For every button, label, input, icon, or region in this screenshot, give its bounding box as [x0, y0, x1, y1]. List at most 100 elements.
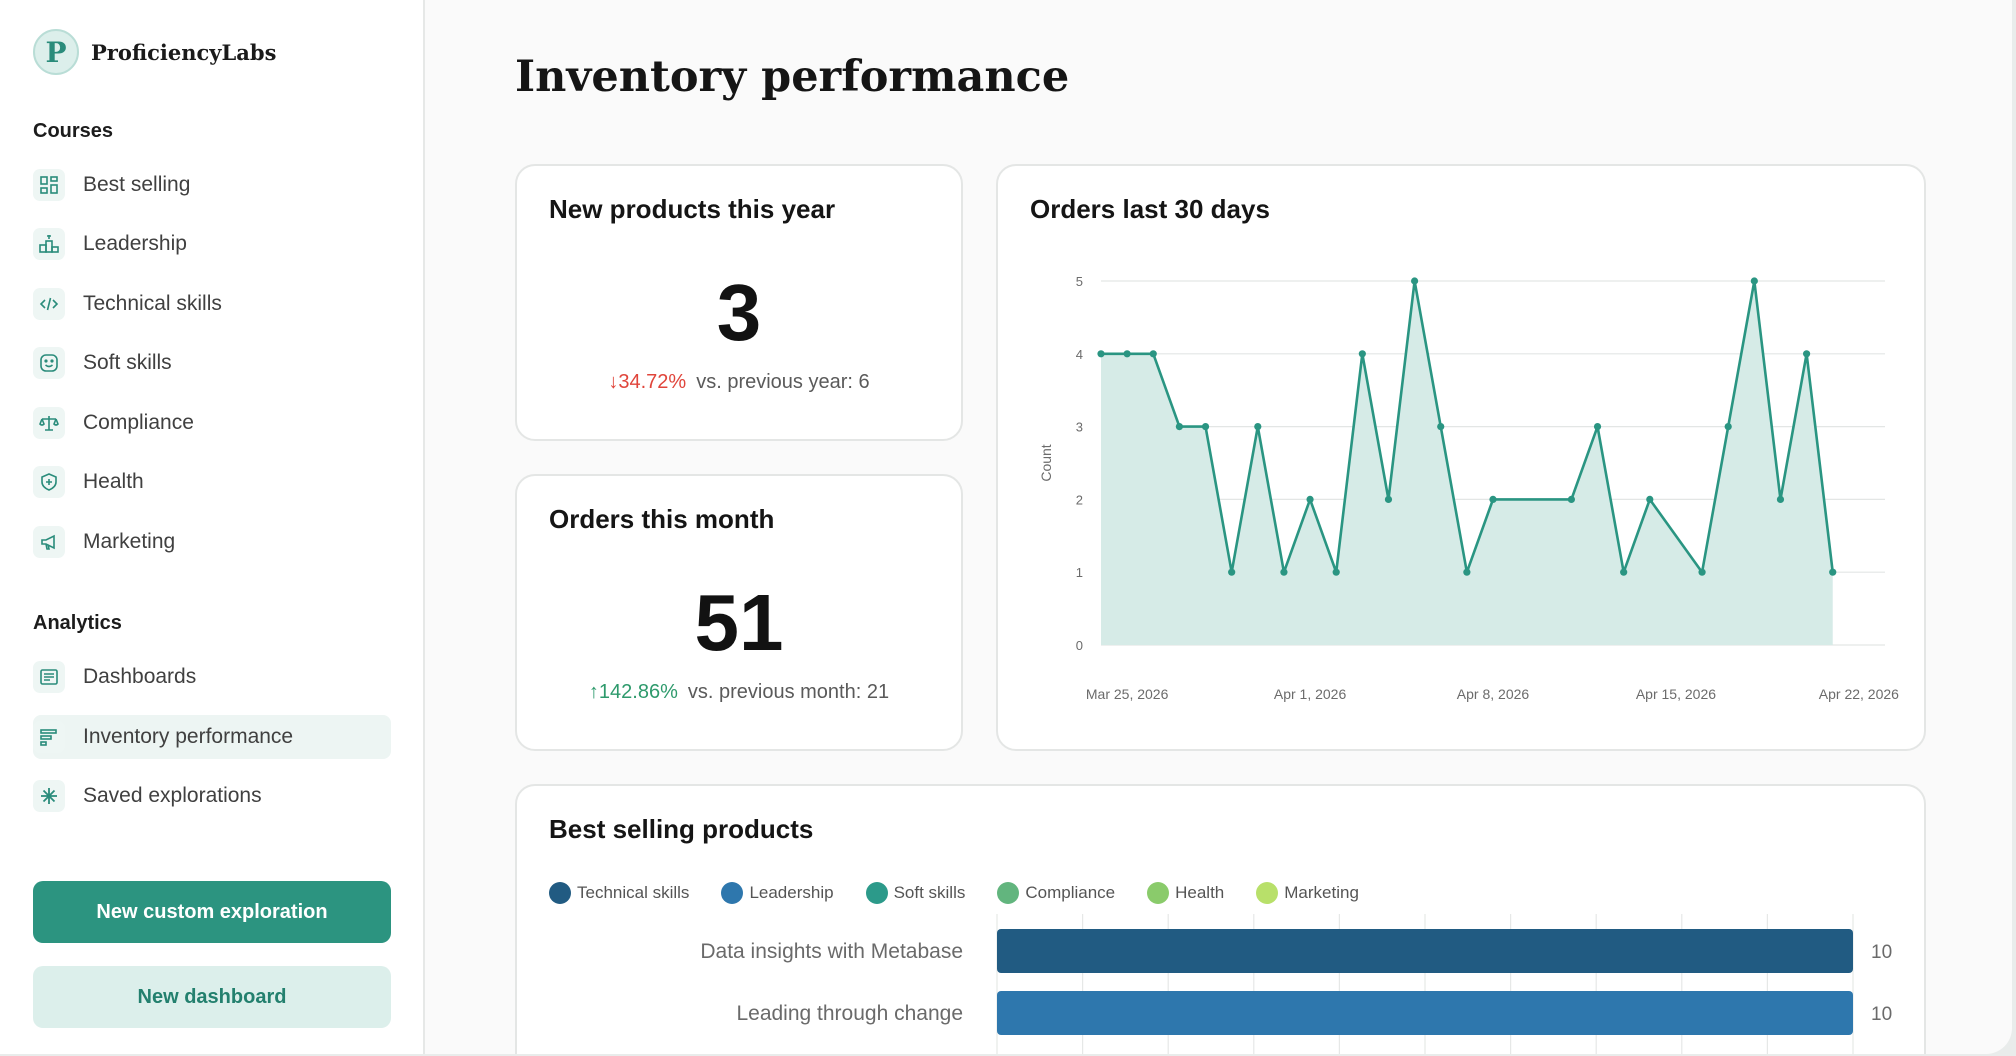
data-point[interactable]	[1776, 495, 1785, 503]
category-label: Data insights with Metabase	[700, 940, 963, 963]
sidebar-item-label: Health	[83, 470, 144, 493]
data-point[interactable]	[1750, 277, 1758, 285]
data-point[interactable]	[1620, 568, 1628, 576]
legend-swatch	[1256, 882, 1279, 904]
scales-icon	[33, 407, 65, 439]
area-fill	[1101, 281, 1833, 645]
sidebar-item-label: Saved explorations	[83, 784, 262, 807]
y-tick-label: 3	[1076, 420, 1083, 435]
kpi-value: 51	[694, 578, 784, 667]
data-point[interactable]	[1306, 495, 1314, 503]
dashboard-icon	[33, 661, 65, 693]
page-title: Inventory performance	[515, 52, 1070, 102]
data-point[interactable]	[1097, 350, 1105, 358]
data-point[interactable]	[1228, 568, 1236, 576]
series-line	[1101, 279, 1835, 574]
legend-item[interactable]: Marketing	[1256, 882, 1359, 904]
grid-icon	[33, 169, 65, 201]
data-point[interactable]	[1358, 350, 1366, 358]
megaphone-icon	[33, 526, 65, 558]
sidebar-item-inventory-performance[interactable]: Inventory performance	[33, 715, 391, 759]
data-point[interactable]	[1201, 423, 1210, 431]
data-point[interactable]	[1175, 423, 1183, 431]
legend-swatch	[997, 882, 1020, 904]
sidebar-item-saved-explorations[interactable]: Saved explorations	[33, 774, 391, 818]
card-title: New products this year	[549, 194, 836, 224]
sidebar-item-compliance[interactable]: Compliance	[33, 401, 391, 445]
y-tick-label: 5	[1076, 274, 1083, 289]
legend-label: Soft skills	[893, 883, 966, 902]
data-point[interactable]	[1463, 568, 1471, 576]
shield-icon	[33, 466, 65, 498]
data-point[interactable]	[1411, 277, 1419, 285]
kpi-comparison: ↑142.86% vs. previous month: 21	[517, 681, 961, 704]
data-point[interactable]	[1280, 568, 1288, 576]
analytics-section-title: Analytics	[33, 612, 122, 634]
sidebar-item-technical-skills[interactable]: Technical skills	[33, 282, 391, 326]
data-point[interactable]	[1384, 495, 1393, 503]
sidebar-item-dashboards[interactable]: Dashboards	[33, 655, 391, 699]
sidebar-item-marketing[interactable]: Marketing	[33, 520, 391, 564]
legend-item[interactable]: Leadership	[721, 882, 834, 904]
data-point[interactable]	[1149, 350, 1157, 358]
orders-chart-card: Orders last 30 days 0 1 2 3 4 5 Count Mar 25, 2…	[996, 164, 1926, 751]
kpi-card-new-products: New products this year 3 ↓34.72% vs. prev…	[515, 164, 963, 441]
kpi-change-positive: ↑142.86%	[588, 681, 678, 703]
data-point[interactable]	[1829, 568, 1837, 576]
legend-item[interactable]: Soft skills	[865, 882, 966, 904]
card-title: Best selling products	[549, 814, 814, 844]
value-label: 10	[1871, 1004, 1892, 1025]
legend-swatch	[721, 882, 744, 904]
kpi-comparison-text: vs. previous month: 21	[687, 681, 890, 703]
data-point[interactable]	[1254, 423, 1262, 431]
legend-label: Health	[1175, 883, 1225, 902]
data-point[interactable]	[1332, 568, 1340, 576]
sidebar-item-label: Technical skills	[83, 292, 222, 315]
category-label: Leading through change	[736, 1002, 963, 1025]
y-tick-label: 1	[1076, 565, 1083, 580]
data-point[interactable]	[1489, 495, 1497, 503]
y-tick-label: 0	[1076, 638, 1083, 653]
data-point[interactable]	[1724, 423, 1732, 431]
brand-logo: P	[33, 29, 79, 75]
sidebar-item-soft-skills[interactable]: Soft skills	[33, 341, 391, 385]
data-point[interactable]	[1567, 495, 1575, 503]
y-tick-label: 2	[1076, 492, 1083, 507]
bars-icon	[33, 721, 65, 753]
card-title: Orders last 30 days	[1030, 194, 1270, 224]
brand[interactable]: P ProficiencyLabs	[33, 29, 276, 75]
sidebar-item-health[interactable]: Health	[33, 460, 391, 504]
legend-label: Marketing	[1284, 883, 1359, 902]
bar[interactable]	[997, 991, 1853, 1035]
sidebar-item-label: Inventory performance	[83, 725, 294, 748]
legend-item[interactable]: Compliance	[997, 882, 1115, 904]
new-dashboard-button[interactable]: New dashboard	[33, 966, 391, 1028]
data-point[interactable]	[1803, 350, 1811, 358]
new-custom-exploration-button[interactable]: New custom exploration	[33, 881, 391, 943]
best-selling-bar-chart: Data insights with Metabase 10 Leading thr…	[700, 914, 1892, 1054]
courses-section-title: Courses	[33, 120, 114, 142]
data-point[interactable]	[1437, 423, 1445, 431]
data-point[interactable]	[1698, 568, 1706, 576]
asterisk-icon	[33, 780, 65, 812]
code-icon	[33, 288, 65, 320]
kpi-comparison: ↓34.72% vs. previous year: 6	[517, 371, 961, 394]
kpi-comparison-text: vs. previous year: 6	[696, 371, 870, 393]
data-point[interactable]	[1646, 495, 1654, 503]
sidebar-item-best-selling[interactable]: Best selling	[33, 163, 391, 207]
sidebar-item-label: Marketing	[83, 530, 176, 553]
card-title: Orders this month	[549, 504, 775, 534]
kpi-change-negative: ↓34.72%	[608, 371, 687, 393]
sidebar-item-leadership[interactable]: Leadership	[33, 222, 391, 266]
kpi-card-orders-month: Orders this month 51 ↑142.86% vs. previou…	[515, 474, 963, 751]
bar[interactable]	[997, 929, 1853, 973]
orders-line-chart: 0 1 2 3 4 5 Count Mar 25, 2026 Apr 1, 2026 Apr 8,…	[1038, 274, 1899, 702]
y-axis-label: Count	[1038, 444, 1054, 481]
data-point[interactable]	[1123, 350, 1131, 358]
kpi-value: 3	[716, 268, 762, 357]
data-point[interactable]	[1593, 423, 1602, 431]
legend-item[interactable]: Technical skills	[549, 882, 689, 904]
legend-item[interactable]: Health	[1147, 882, 1224, 904]
legend-label: Compliance	[1025, 883, 1116, 902]
brand-name: ProficiencyLabs	[91, 39, 277, 65]
